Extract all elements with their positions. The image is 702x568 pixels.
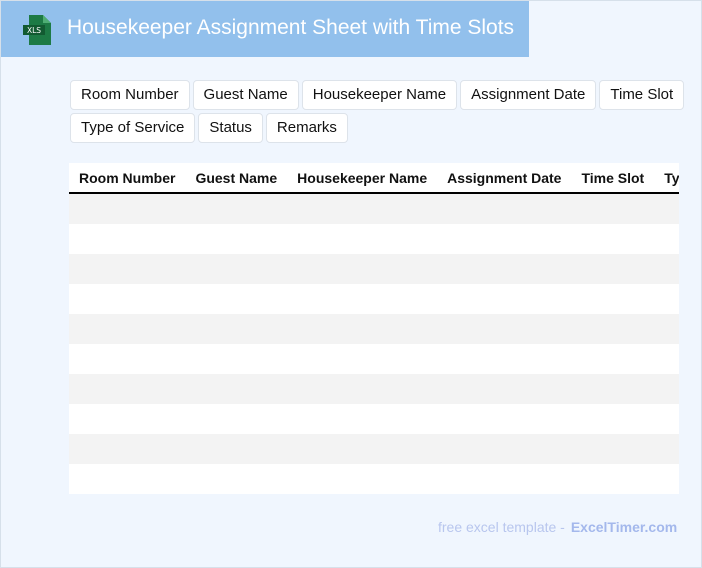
field-chip[interactable]: Guest Name [192,80,299,110]
table-cell[interactable] [185,193,288,224]
table-cell[interactable] [69,404,185,434]
field-chip[interactable]: Time Slot [599,80,685,110]
table-row [69,434,679,464]
table-cell[interactable] [571,314,655,344]
column-header[interactable]: Guest Name [185,163,288,194]
table-cell[interactable] [437,314,572,344]
column-header[interactable]: Room Number [69,163,186,194]
table-cell[interactable] [437,404,571,434]
table-cell[interactable] [69,374,186,404]
table-cell[interactable] [287,464,437,494]
table-cell[interactable] [571,344,654,374]
table-cell[interactable] [69,193,186,224]
footer-brand-link[interactable]: ExcelTimer.com [570,519,678,535]
table-cell[interactable] [69,314,186,344]
table-cell[interactable] [287,344,437,374]
table-cell[interactable] [287,254,438,284]
table-cell[interactable] [69,344,185,374]
table-cell[interactable] [437,344,571,374]
table-row [69,314,679,344]
table-cell[interactable] [571,464,654,494]
field-chip-list: Room Number Guest Name Housekeeper Name Ass… [70,80,685,143]
column-header[interactable]: Time Slot [571,163,655,194]
table-cell[interactable] [571,193,655,224]
table-row [69,284,679,314]
field-chip[interactable]: Room Number [70,80,190,110]
svg-text:XLS: XLS [27,26,41,35]
table-cell[interactable] [437,374,572,404]
table-header-row: Room Number Guest Name Housekeeper Name Ass… [69,163,679,194]
column-header[interactable]: Type of Service [654,163,679,194]
table-cell[interactable] [654,434,679,464]
table-cell[interactable] [654,254,679,284]
table-cell[interactable] [185,404,287,434]
table-cell[interactable] [654,314,679,344]
field-chip[interactable]: Status [198,113,263,143]
table-cell[interactable] [287,314,438,344]
table-cell[interactable] [571,374,655,404]
table-row [69,464,679,494]
title-bar: XLS Housekeeper Assignment Sheet with Ti… [1,1,529,57]
table-cell[interactable] [287,374,438,404]
table-cell[interactable] [571,284,654,314]
table-cell[interactable] [571,224,654,254]
field-chip[interactable]: Type of Service [70,113,196,143]
field-chip[interactable]: Assignment Date [460,80,597,110]
table-cell[interactable] [654,404,679,434]
page-title: Housekeeper Assignment Sheet with Time S… [67,16,515,39]
footer-credit: free excel template - ExcelTimer.com [438,519,677,535]
table-cell[interactable] [69,464,185,494]
table-cell[interactable] [185,344,287,374]
table-cell[interactable] [185,314,288,344]
table-row [69,193,679,224]
table-cell[interactable] [185,254,288,284]
table-cell[interactable] [69,434,186,464]
footer-text: free excel template - [438,519,565,535]
table-cell[interactable] [185,434,288,464]
table-cell[interactable] [185,284,287,314]
table-row [69,254,679,284]
table-row [69,374,679,404]
table-cell[interactable] [571,434,655,464]
table-cell[interactable] [185,224,287,254]
table-cell[interactable] [287,284,437,314]
table-cell[interactable] [69,254,186,284]
table-cell[interactable] [69,224,185,254]
field-chip[interactable]: Housekeeper Name [301,80,458,110]
table-cell[interactable] [437,193,572,224]
table-cell[interactable] [571,404,654,434]
table-cell[interactable] [654,193,679,224]
assignment-table: Room Number Guest Name Housekeeper Name Ass… [69,163,679,494]
table-cell[interactable] [185,464,287,494]
table-cell[interactable] [654,344,679,374]
table-cell[interactable] [185,374,288,404]
field-chip[interactable]: Remarks [265,113,348,143]
table-cell[interactable] [287,404,437,434]
table-cell[interactable] [654,464,679,494]
table-cell[interactable] [437,464,571,494]
table-cell[interactable] [437,284,571,314]
column-header[interactable]: Housekeeper Name [287,163,438,194]
excel-file-icon: XLS [23,15,51,45]
table-row [69,224,679,254]
table-cell[interactable] [437,434,572,464]
table-cell[interactable] [654,374,679,404]
table-cell[interactable] [654,284,679,314]
table-cell[interactable] [287,193,438,224]
table-cell[interactable] [69,284,185,314]
table-cell[interactable] [437,224,571,254]
table-cell[interactable] [287,224,437,254]
table-cell[interactable] [287,434,438,464]
table-row [69,404,679,434]
table-cell[interactable] [571,254,655,284]
table-cell[interactable] [654,224,679,254]
column-header[interactable]: Assignment Date [437,163,572,194]
table-cell[interactable] [437,254,572,284]
table-row [69,344,679,374]
